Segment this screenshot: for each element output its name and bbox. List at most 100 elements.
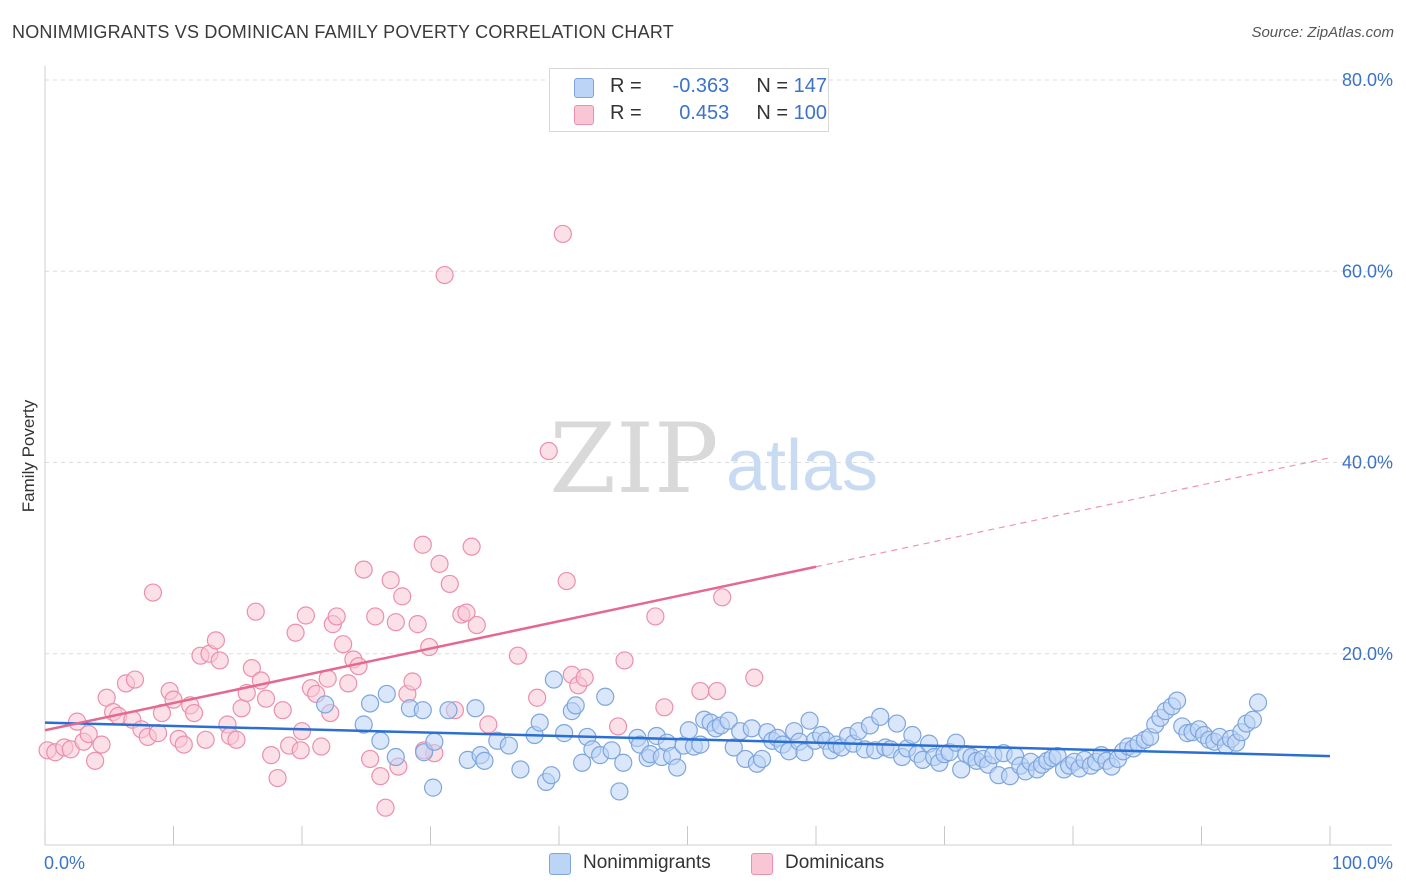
legend-r-value: 0.453 xyxy=(679,102,730,124)
nonimmigrants-point xyxy=(610,782,629,801)
x-tick-label-min: 0.0% xyxy=(44,853,85,873)
nonimmigrants-point xyxy=(871,707,890,726)
nonimmigrants-point xyxy=(425,732,444,751)
nonimmigrants-point xyxy=(800,711,819,730)
legend-n-value: 100 xyxy=(793,102,827,124)
nonimmigrants-point xyxy=(679,721,698,740)
legend-r-label: R = xyxy=(610,75,642,97)
dominicans-trend-line xyxy=(44,565,817,732)
dominicans-point xyxy=(339,674,358,693)
y-tick-label: 20.0% xyxy=(1342,644,1393,664)
legend-swatch-pink xyxy=(574,105,594,125)
nonimmigrants-point xyxy=(719,711,738,730)
dominicans-point xyxy=(125,670,145,689)
legend-n-label: N = xyxy=(756,75,789,97)
nonimmigrants-point xyxy=(542,766,561,785)
nonimmigrants-points xyxy=(316,670,1268,801)
nonimmigrants-point xyxy=(316,695,335,714)
nonimmigrants-point xyxy=(475,751,494,770)
dominicans-point xyxy=(376,798,395,817)
tick-labels: 20.0% 40.0% 60.0% 80.0% 0.0% 100.0% xyxy=(44,70,1393,873)
legend-r-label: R = xyxy=(610,102,642,124)
dominicans-point xyxy=(615,651,634,670)
nonimmigrants-point xyxy=(573,753,592,772)
trend-lines xyxy=(44,457,1331,758)
dominicans-point xyxy=(174,735,193,754)
nonimmigrants-point xyxy=(1167,691,1187,710)
dominicans-point xyxy=(408,615,427,634)
nonimmigrants-point xyxy=(1248,693,1268,712)
dominicans-point xyxy=(262,746,281,765)
dominicans-point xyxy=(467,615,486,635)
legend-n-value: 147 xyxy=(793,75,827,97)
nonimmigrants-point xyxy=(466,699,485,718)
y-tick-label: 60.0% xyxy=(1342,261,1393,281)
dominicans-point xyxy=(206,631,226,650)
dominicans-point xyxy=(575,668,594,687)
legend: R = -0.363 N = 147 R = 0.453 N = 100 xyxy=(549,68,829,132)
nonimmigrants-point xyxy=(1243,710,1263,729)
legend-r-value: -0.363 xyxy=(672,75,730,97)
source-label: Source: ZipAtlas.com xyxy=(1251,24,1394,41)
nonimmigrants-point xyxy=(361,694,380,713)
dominicans-point xyxy=(393,587,412,606)
nonimmigrants-point xyxy=(544,670,563,689)
y-axis-label: Family Poverty xyxy=(19,399,38,512)
dominicans-point xyxy=(508,646,527,665)
dominicans-point xyxy=(268,768,287,788)
dominicans-point xyxy=(143,583,163,602)
nonimmigrants-point xyxy=(354,715,373,734)
dominicans-point xyxy=(691,681,710,701)
dominicans-point xyxy=(273,701,292,720)
nonimmigrants-point xyxy=(566,696,585,715)
legend-swatch-blue xyxy=(574,78,594,98)
watermark-atlas: atlas xyxy=(726,426,878,506)
dominicans-point xyxy=(164,690,183,709)
nonimmigrants-point xyxy=(602,741,621,760)
bottom-legend-swatch-pink xyxy=(751,853,773,875)
nonimmigrants-point xyxy=(413,701,432,720)
nonimmigrants-point xyxy=(752,749,772,769)
dominicans-point xyxy=(745,668,764,687)
nonimmigrants-point xyxy=(439,701,458,720)
dominicans-trend-extension xyxy=(815,457,1331,568)
dominicans-point xyxy=(327,607,346,626)
dominicans-point xyxy=(210,651,229,670)
dominicans-point xyxy=(312,737,331,756)
dominicans-point xyxy=(707,681,727,701)
dominicans-point xyxy=(457,603,476,622)
dominicans-point xyxy=(528,688,547,707)
dominicans-point xyxy=(242,658,261,678)
bottom-legend-label: Dominicans xyxy=(785,852,885,873)
nonimmigrants-point xyxy=(555,724,574,743)
dominicans-point xyxy=(361,749,380,769)
nonimmigrants-point xyxy=(377,684,396,704)
dominicans-point xyxy=(92,735,111,754)
dominicans-point xyxy=(148,724,168,743)
dominicans-point xyxy=(557,571,576,591)
dominicans-point xyxy=(227,730,246,749)
dominicans-point xyxy=(296,606,315,625)
dominicans-point xyxy=(655,698,674,717)
dominicans-point xyxy=(440,574,459,594)
x-tick-label-max: 100.0% xyxy=(1332,853,1393,873)
dominicans-point xyxy=(196,730,215,749)
dominicans-point xyxy=(386,613,405,632)
dominicans-point xyxy=(413,535,432,554)
nonimmigrants-point xyxy=(596,687,615,706)
bottom-legend-swatch-blue xyxy=(549,853,571,875)
nonimmigrants-trend-line xyxy=(44,721,1331,758)
dominicans-point xyxy=(366,607,385,626)
nonimmigrants-point xyxy=(903,725,922,745)
y-tick-label: 40.0% xyxy=(1342,453,1393,473)
dominicans-point xyxy=(371,767,390,786)
dominicans-point xyxy=(403,672,422,691)
axes xyxy=(44,66,1392,846)
nonimmigrants-point xyxy=(614,753,633,772)
dominicans-point xyxy=(291,741,310,760)
dominicans-point xyxy=(479,715,498,734)
dominicans-point xyxy=(292,722,312,741)
nonimmigrants-point xyxy=(511,760,530,779)
nonimmigrants-point xyxy=(742,719,761,738)
dominicans-point xyxy=(462,537,481,556)
